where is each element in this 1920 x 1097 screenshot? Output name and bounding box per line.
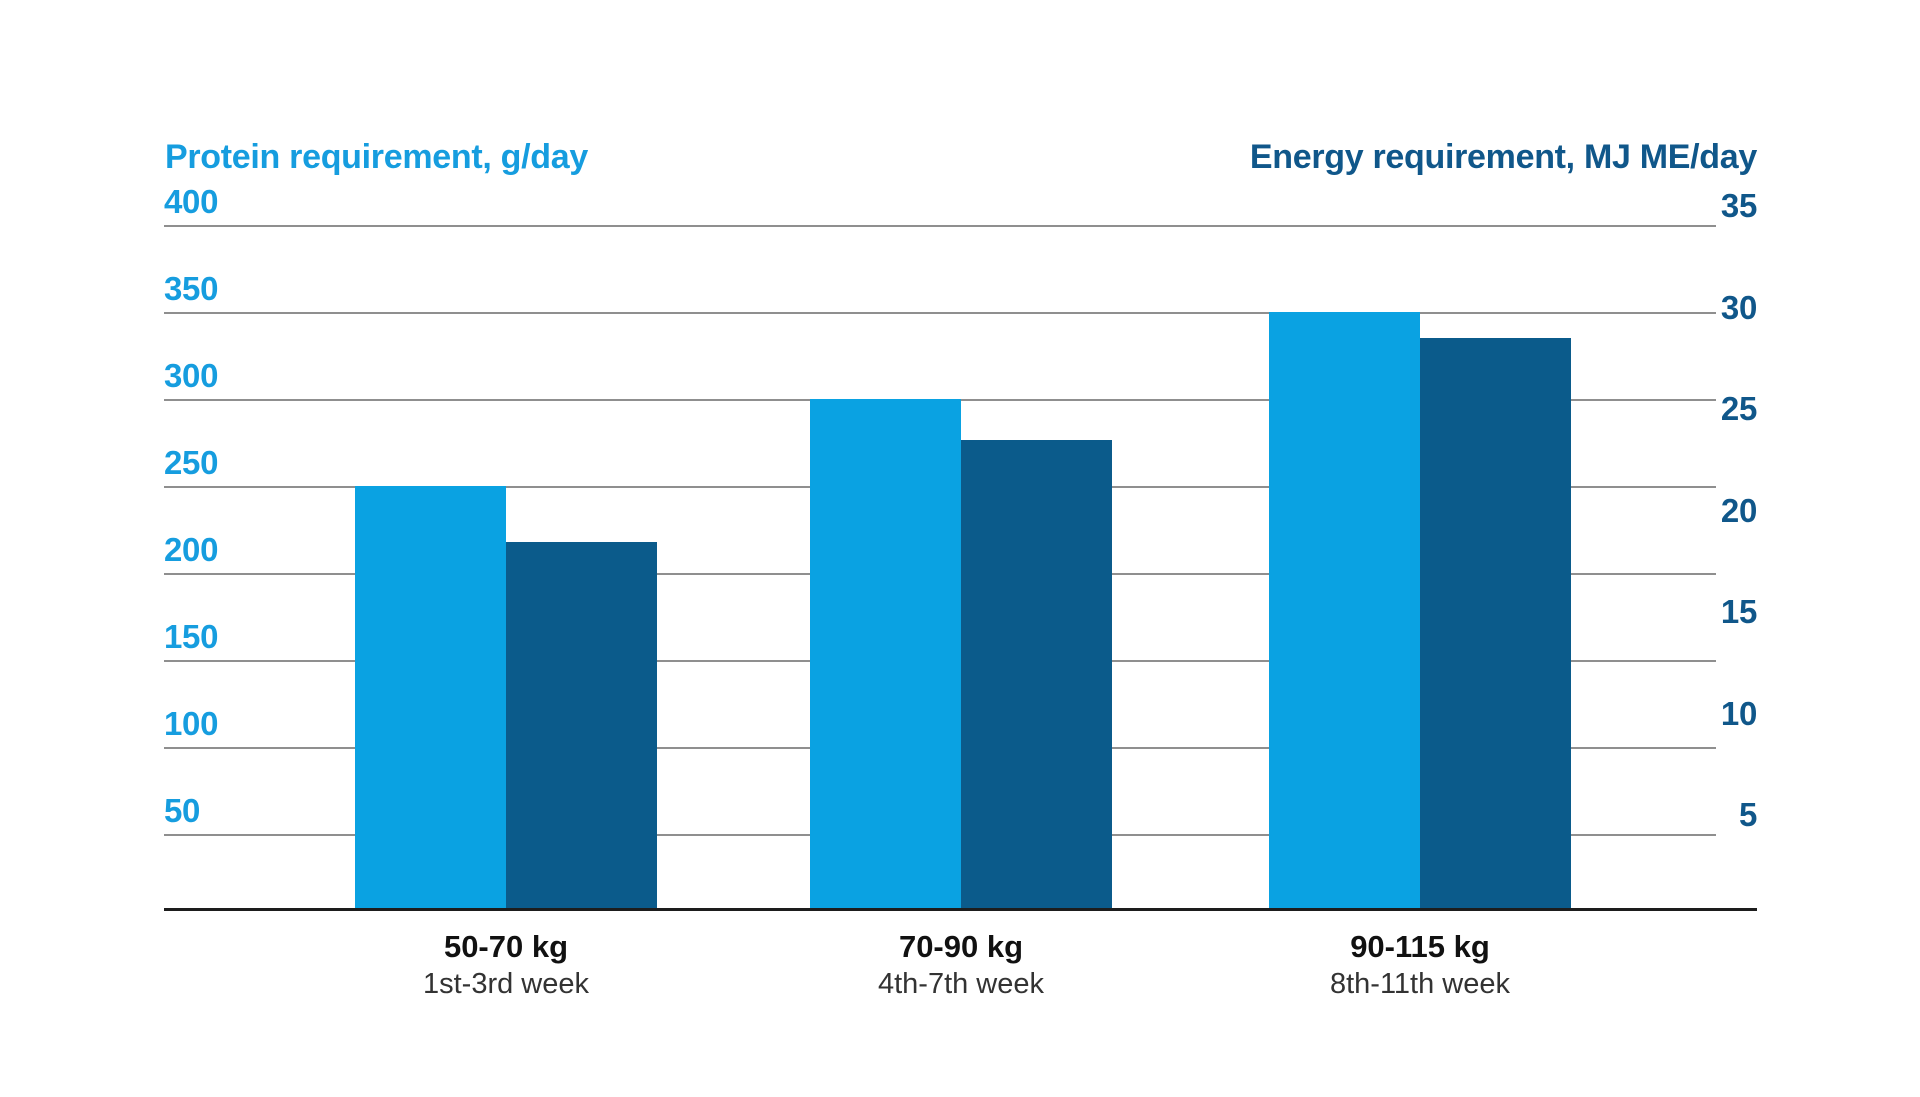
left-axis-tick-label: 150 <box>164 618 219 655</box>
x-axis-line <box>164 908 1757 911</box>
category-weight-label: 50-70 kg <box>443 929 569 964</box>
right-axis-tick-label: 35 <box>1720 187 1757 224</box>
left-axis-tick-label: 400 <box>164 183 219 220</box>
gridline <box>164 312 1716 314</box>
right-axis-tick-label: 15 <box>1720 593 1757 630</box>
left-axis-tick-label: 250 <box>164 444 219 481</box>
protein-bar <box>1269 312 1420 908</box>
category-weeks-label: 1st-3rd week <box>422 968 589 1000</box>
category-weight-label: 70-90 kg <box>898 929 1024 964</box>
energy-bar <box>961 440 1112 908</box>
category-label: 90-115 kg 8th-11th week <box>1170 928 1670 1002</box>
right-axis-tick-label: 5 <box>1738 796 1757 833</box>
left-axis-tick-label: 100 <box>164 705 219 742</box>
gridline <box>164 225 1716 227</box>
protein-bar <box>810 399 961 908</box>
category-label: 50-70 kg 1st-3rd week <box>256 928 756 1002</box>
protein-bar <box>355 486 506 908</box>
left-axis-title: Protein requirement, g/day <box>165 138 588 176</box>
left-axis-tick-label: 50 <box>164 792 201 829</box>
right-axis-title: Energy requirement, MJ ME/day <box>1249 138 1757 176</box>
energy-bar <box>506 542 657 908</box>
left-axis-tick-label: 300 <box>164 357 219 394</box>
energy-bar <box>1420 338 1571 908</box>
category-weight-label: 90-115 kg <box>1350 929 1490 964</box>
right-axis-tick-label: 25 <box>1720 390 1757 427</box>
right-axis-tick-label: 10 <box>1720 694 1757 732</box>
right-axis-tick-label: 30 <box>1720 288 1757 326</box>
left-axis-tick-label: 350 <box>164 270 219 307</box>
category-label: 70-90 kg 4th-7th week <box>711 928 1211 1002</box>
left-axis-tick-label: 200 <box>164 531 219 568</box>
category-weeks-label: 4th-7th week <box>877 968 1045 1000</box>
category-weeks-label: 8th-11th week <box>1329 968 1511 1000</box>
right-axis-tick-label: 20 <box>1720 491 1757 529</box>
